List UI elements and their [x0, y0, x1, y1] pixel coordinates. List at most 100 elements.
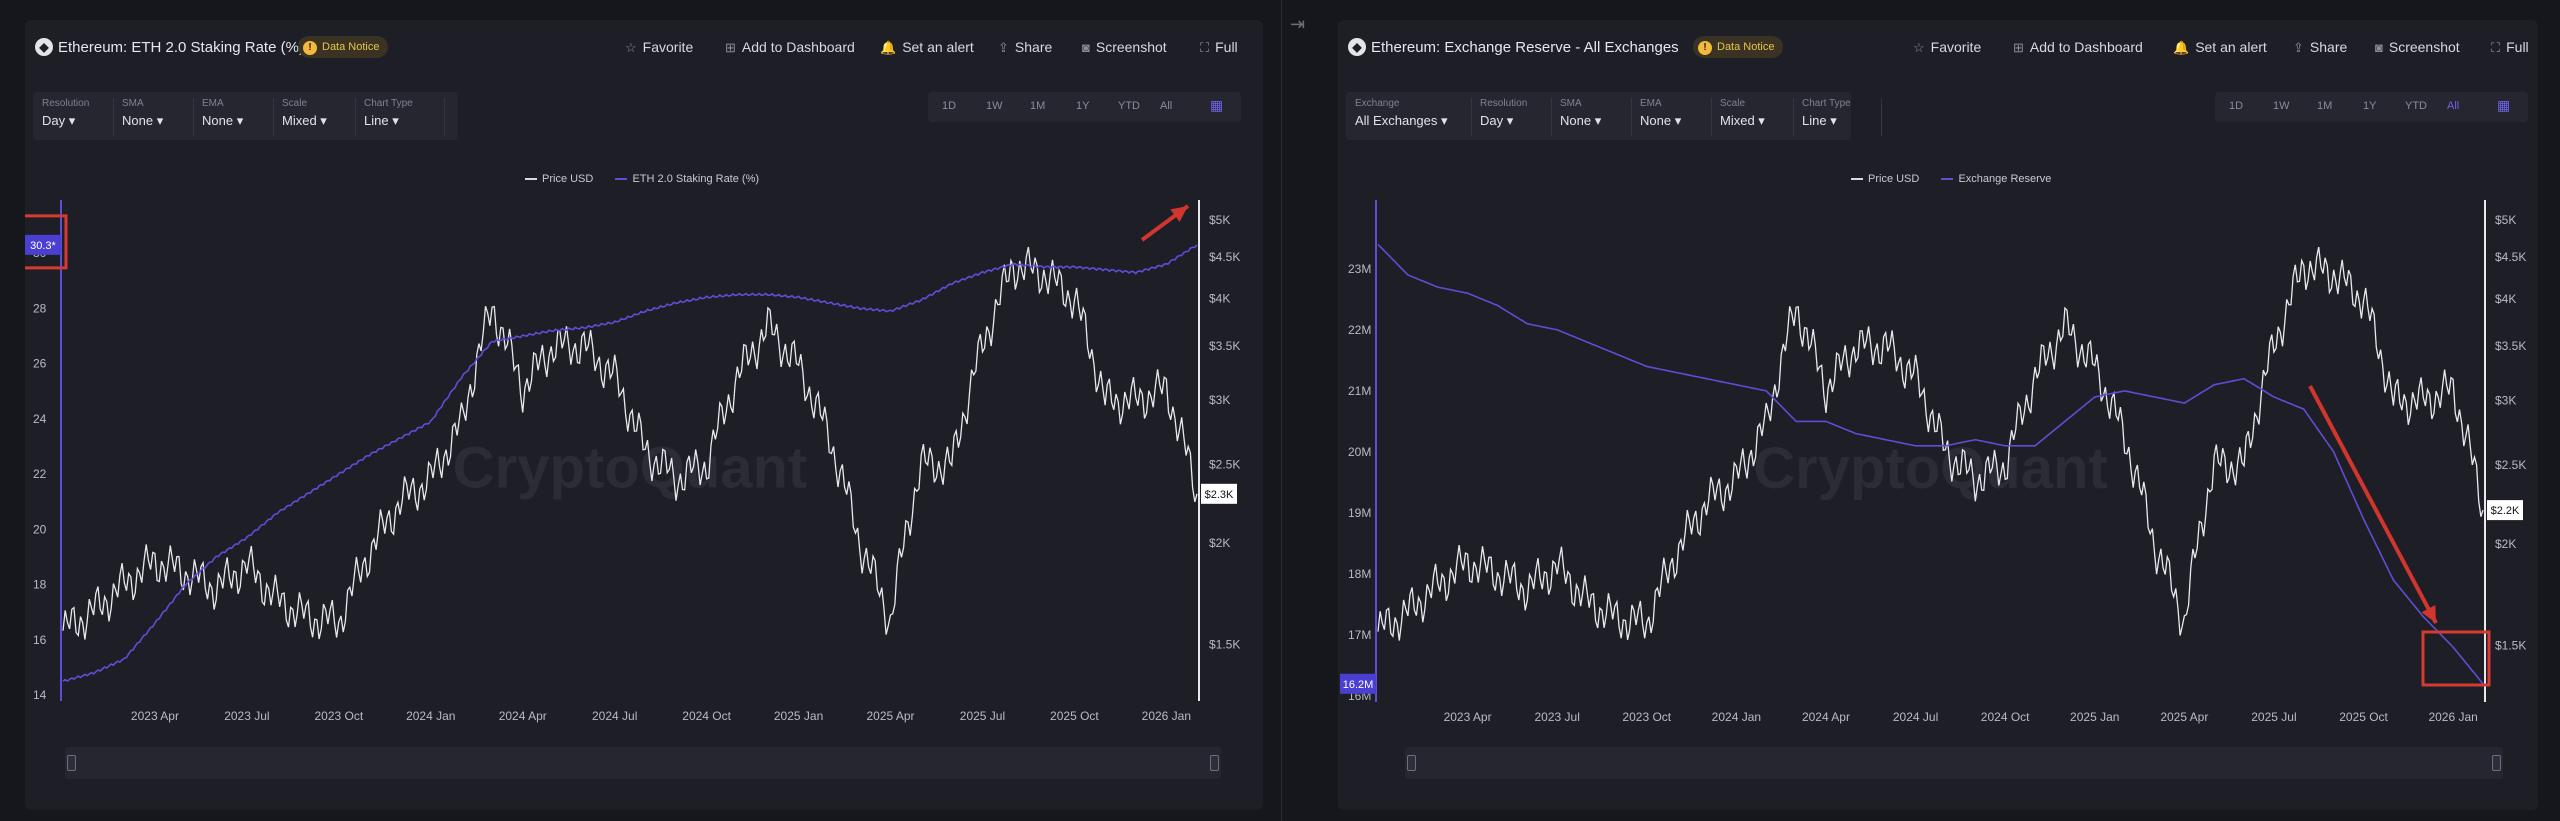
legend-label-price[interactable]: Price USD: [542, 173, 594, 185]
bell-icon: 🔔: [880, 40, 897, 55]
right-tick-label: $1.5K: [2495, 638, 2526, 652]
ema-dropdown[interactable]: EMA None ▾: [193, 98, 274, 136]
range-all[interactable]: All: [2447, 100, 2460, 112]
screenshot-button[interactable]: ◙ Screenshot: [2375, 39, 2460, 55]
x-tick-label: 2024 Jan: [406, 709, 455, 723]
chart-title: Ethereum: Exchange Reserve - All Exchang…: [1371, 39, 1679, 56]
range-1y[interactable]: 1Y: [2363, 100, 2377, 112]
range-1m[interactable]: 1M: [2317, 100, 2333, 112]
full-button[interactable]: ⛶ Full: [2491, 39, 2529, 56]
right-tick-label: $2.5K: [1209, 457, 1240, 471]
scale-dropdown[interactable]: Scale Mixed ▾: [273, 98, 356, 136]
range-ytd[interactable]: YTD: [2405, 100, 2427, 112]
scale-dropdown[interactable]: Scale Mixed ▾: [1711, 98, 1794, 136]
set-an-alert-button[interactable]: 🔔 Set an alert: [2173, 39, 2267, 56]
x-tick-label: 2025 Jan: [2070, 710, 2119, 724]
legend-swatch-price: [525, 178, 537, 181]
navigator-right-handle[interactable]: [1210, 755, 1219, 771]
calendar-icon[interactable]: ▦: [1210, 97, 1224, 113]
calendar-icon[interactable]: ▦: [2497, 97, 2511, 113]
x-tick-label: 2023 Oct: [1622, 710, 1671, 724]
range-1w[interactable]: 1W: [986, 100, 1003, 112]
exchange-reserve-chart[interactable]: CryptoQuant16M17M18M19M20M21M22M23M$1.5K…: [1338, 20, 2538, 810]
add-to-dashboard-button[interactable]: ⊞ Add to Dashboard: [2013, 39, 2143, 56]
resolution-dropdown[interactable]: Resolution Day ▾: [33, 98, 114, 136]
left-tick-label: 22: [33, 467, 47, 481]
x-tick-label: 2023 Jul: [1535, 710, 1580, 724]
fullscreen-icon: ⛶: [1200, 40, 1210, 55]
control-label: EMA: [202, 98, 224, 109]
control-label: EMA: [1640, 98, 1662, 109]
x-tick-label: 2024 Oct: [1981, 710, 2030, 724]
action-label: Set an alert: [902, 39, 974, 55]
series-line-price-usd[interactable]: [1377, 246, 2484, 641]
x-tick-label: 2024 Jan: [1712, 710, 1761, 724]
sma-dropdown[interactable]: SMA None ▾: [113, 98, 194, 136]
resolution-dropdown[interactable]: Resolution Day ▾: [1471, 98, 1552, 136]
legend-swatch-staking: [615, 178, 628, 181]
legend-label-price[interactable]: Price USD: [1868, 173, 1920, 185]
set-an-alert-button[interactable]: 🔔 Set an alert: [880, 39, 974, 56]
series-line-eth-2-0-staking-rate[interactable]: [62, 244, 1198, 682]
series-line-exchange-reserve[interactable]: [1377, 243, 2484, 685]
action-label: Screenshot: [2388, 39, 2460, 55]
right-tick-label: $2K: [1209, 536, 1230, 550]
range-ytd[interactable]: YTD: [1118, 100, 1140, 112]
navigator-left-handle[interactable]: [1407, 755, 1416, 771]
x-tick-label: 2026 Jan: [2428, 710, 2477, 724]
left-tick-label: 28: [33, 301, 47, 315]
action-label: Screenshot: [1095, 39, 1167, 55]
range-1m[interactable]: 1M: [1030, 100, 1046, 112]
series-line-price-usd[interactable]: [62, 246, 1198, 640]
share-button[interactable]: ⇪ Share: [998, 39, 1052, 56]
favorite-button[interactable]: ☆ Favorite: [1913, 39, 1981, 56]
right-tick-label: $3K: [2495, 394, 2516, 408]
ema-dropdown[interactable]: EMA None ▾: [1631, 98, 1712, 136]
watermark-text: CryptoQuant: [1753, 436, 2107, 501]
current-value-left-label: 16.2M: [1343, 679, 1374, 691]
action-label: Share: [2309, 39, 2348, 55]
sma-dropdown[interactable]: SMA None ▾: [1551, 98, 1632, 136]
full-button[interactable]: ⛶ Full: [1200, 39, 1238, 56]
panel-divider: [1281, 0, 1282, 821]
legend-label-reserve[interactable]: Exchange Reserve: [1958, 173, 2052, 185]
navigator-right-handle[interactable]: [2492, 755, 2501, 771]
range-all[interactable]: All: [1160, 100, 1173, 112]
time-navigator[interactable]: [1405, 747, 2503, 779]
time-navigator[interactable]: [65, 747, 1221, 779]
chart-type-dropdown[interactable]: Chart Type Line ▾: [355, 98, 445, 136]
chart-type-dropdown[interactable]: Chart Type Line ▾: [1793, 98, 1882, 136]
ethereum-logo-icon: ◆: [35, 38, 53, 56]
x-tick-label: 2025 Jul: [2251, 710, 2296, 724]
control-label: SMA: [1560, 98, 1582, 109]
legend-label-staking[interactable]: ETH 2.0 Staking Rate (%): [632, 173, 760, 185]
right-tick-label: $3.5K: [2495, 339, 2526, 353]
info-icon: !: [1698, 41, 1712, 55]
range-1d[interactable]: 1D: [2229, 100, 2244, 112]
panel-header: ◆ Ethereum: ETH 2.0 Staking Rate (%) ! Da…: [25, 20, 1263, 80]
current-value-left-label: 30.3*: [30, 240, 56, 252]
x-tick-label: 2024 Oct: [682, 709, 731, 723]
staking-rate-chart[interactable]: CryptoQuant141618202224262830$1.5K$2K$2.…: [25, 20, 1263, 810]
range-1y[interactable]: 1Y: [1076, 100, 1090, 112]
x-tick-label: 2024 Apr: [499, 709, 547, 723]
right-tick-label: $4K: [1209, 292, 1230, 306]
add-to-dashboard-button[interactable]: ⊞ Add to Dashboard: [725, 39, 855, 56]
data-notice-badge[interactable]: ! Data Notice: [1693, 36, 1784, 58]
share-button[interactable]: ⇪ Share: [2293, 39, 2347, 56]
action-label: Share: [1014, 39, 1053, 55]
exchange-dropdown[interactable]: Exchange All Exchanges ▾: [1346, 98, 1472, 136]
range-1w[interactable]: 1W: [2273, 100, 2290, 112]
left-tick-label: 19M: [1348, 506, 1371, 520]
navigator-left-handle[interactable]: [67, 755, 76, 771]
left-tick-label: 23M: [1348, 262, 1371, 276]
favorite-button[interactable]: ☆ Favorite: [625, 39, 693, 56]
collapse-sidebar-icon[interactable]: ⇥: [1290, 14, 1306, 34]
control-label: Scale: [282, 98, 308, 109]
range-1d[interactable]: 1D: [942, 100, 957, 112]
trend-down-arrow-head: [2421, 605, 2436, 623]
action-label: Favorite: [1930, 39, 1982, 55]
screenshot-button[interactable]: ◙ Screenshot: [1082, 39, 1167, 55]
watermark-text: CryptoQuant: [453, 436, 807, 501]
data-notice-badge[interactable]: ! Data Notice: [298, 36, 389, 58]
